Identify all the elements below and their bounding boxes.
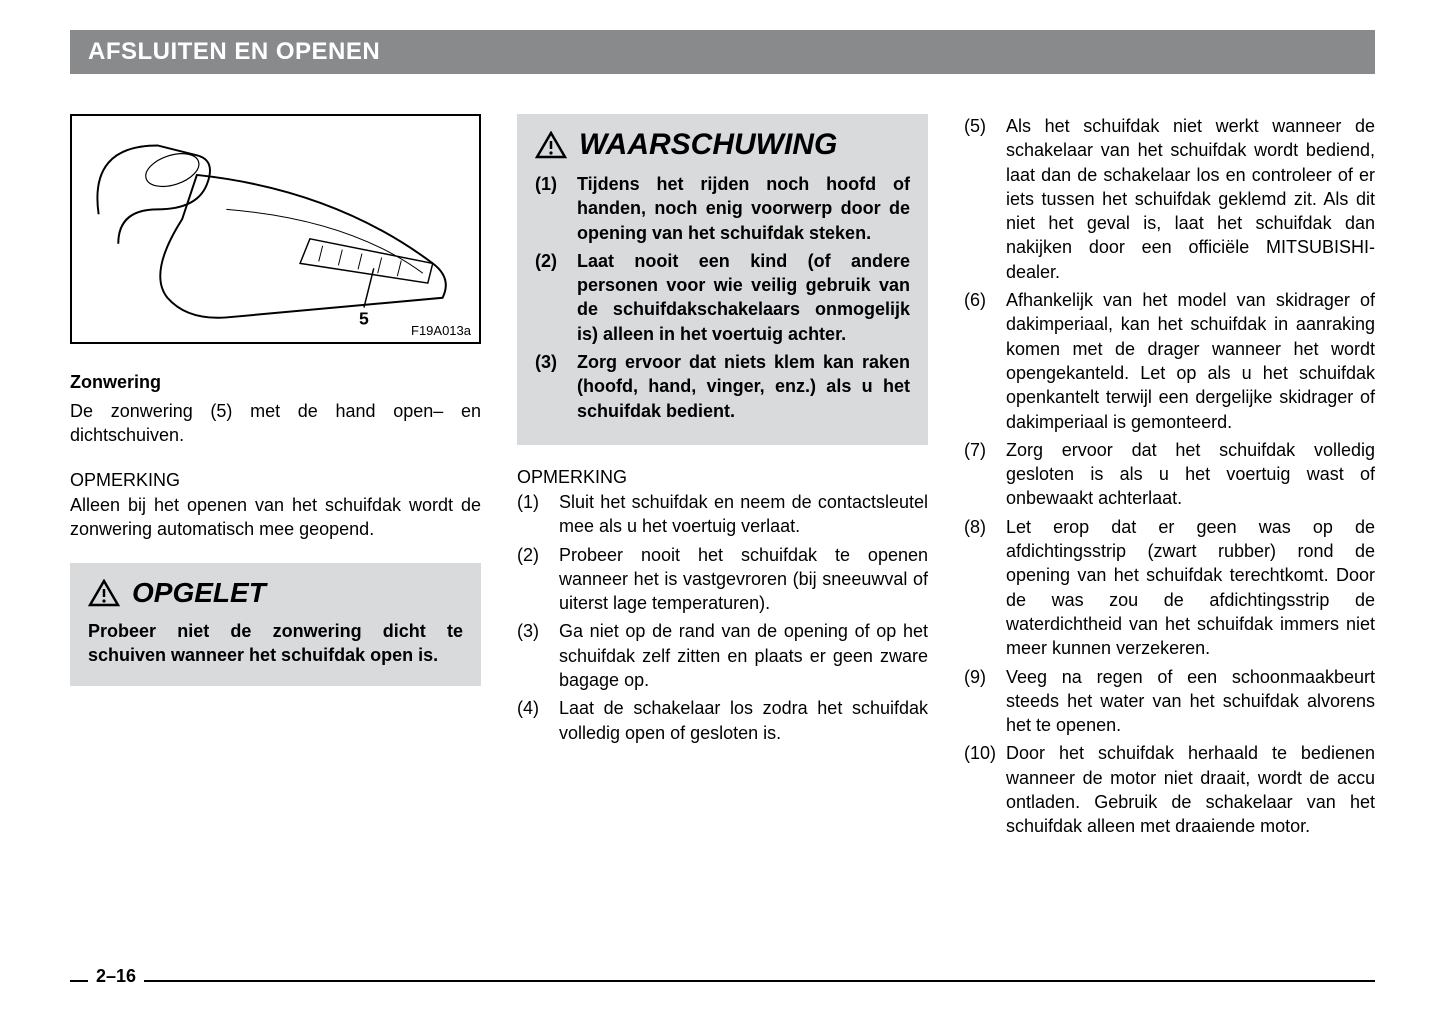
column-1: 5 F19A013a Zonwering De zonwering (5) me… [70, 114, 481, 843]
note-heading-2: OPMERKING [517, 467, 928, 488]
list-item: (8) Let erop dat er geen was op de afdic… [964, 515, 1375, 661]
callout-waarschuwing-title-row: WAARSCHUWING [535, 128, 910, 162]
footer-rule [70, 980, 1375, 982]
item-number: (6) [964, 288, 1006, 434]
list-item: (3) Ga niet op de rand van de opening of… [517, 619, 928, 692]
list-item: (4) Laat de schakelaar los zodra het sch… [517, 696, 928, 745]
section-header: AFSLUITEN EN OPENEN [70, 30, 1375, 74]
item-number: (5) [964, 114, 1006, 284]
list-item: (7) Zorg ervoor dat het schuifdak volled… [964, 438, 1375, 511]
callout-opgelet-text: Probeer niet de zonwering dicht te schui… [88, 619, 463, 668]
item-text: Probeer nooit het schuifdak te openen wa… [559, 543, 928, 616]
list-item: (1) Tijdens het rijden noch hoofd of han… [535, 172, 910, 245]
callout-waarschuwing-body: (1) Tijdens het rijden noch hoofd of han… [535, 172, 910, 423]
list-item: (3) Zorg ervoor dat niets klem kan raken… [535, 350, 910, 423]
page-footer: 2–16 [70, 980, 1375, 986]
item-text: Veeg na regen of een schoonmaakbeurt ste… [1006, 665, 1375, 738]
item-number: (10) [964, 741, 1006, 838]
callout-opgelet-body: Probeer niet de zonwering dicht te schui… [88, 619, 463, 668]
item-text: Tijdens het rijden noch hoofd of handen,… [577, 172, 910, 245]
item-number: (2) [517, 543, 559, 616]
content-columns: 5 F19A013a Zonwering De zonwering (5) me… [70, 114, 1375, 843]
subheading-zonwering: Zonwering [70, 372, 481, 393]
item-number: (1) [535, 172, 577, 245]
item-number: (7) [964, 438, 1006, 511]
item-text: Laat de schakelaar los zodra het schuifd… [559, 696, 928, 745]
callout-waarschuwing-title: WAARSCHUWING [579, 128, 837, 162]
list-item: (6) Afhankelijk van het model van skidra… [964, 288, 1375, 434]
section-title: AFSLUITEN EN OPENEN [88, 38, 380, 65]
item-text: Afhankelijk van het model van skidrager … [1006, 288, 1375, 434]
item-number: (3) [517, 619, 559, 692]
warning-triangle-icon [88, 579, 120, 607]
item-number: (9) [964, 665, 1006, 738]
item-number: (1) [517, 490, 559, 539]
item-text: Ga niet op de rand van de opening of op … [559, 619, 928, 692]
diagram-illustration: 5 [72, 116, 479, 342]
note-list-col3: (5) Als het schuifdak niet werkt wanneer… [964, 114, 1375, 839]
item-text: Door het schuifdak herhaald te bedienen … [1006, 741, 1375, 838]
note-body-1: Alleen bij het openen van het schuifdak … [70, 493, 481, 542]
list-item: (5) Als het schuifdak niet werkt wanneer… [964, 114, 1375, 284]
list-item: (2) Laat nooit een kind (of andere perso… [535, 249, 910, 346]
column-3: (5) Als het schuifdak niet werkt wanneer… [964, 114, 1375, 843]
item-text: Let erop dat er geen was op de afdichtin… [1006, 515, 1375, 661]
diagram-code: F19A013a [411, 323, 471, 338]
note-list-col2: (1) Sluit het schuifdak en neem de conta… [517, 490, 928, 745]
body-zonwering: De zonwering (5) met de hand open– en di… [70, 399, 481, 448]
column-2: WAARSCHUWING (1) Tijdens het rijden noch… [517, 114, 928, 843]
item-number: (4) [517, 696, 559, 745]
diagram-frame: 5 F19A013a [70, 114, 481, 344]
callout-waarschuwing: WAARSCHUWING (1) Tijdens het rijden noch… [517, 114, 928, 445]
item-number: (3) [535, 350, 577, 423]
item-text: Zorg ervoor dat niets klem kan raken (ho… [577, 350, 910, 423]
note-heading-1: OPMERKING [70, 470, 481, 491]
diagram-callout-number: 5 [359, 308, 369, 328]
item-number: (2) [535, 249, 577, 346]
item-text: Laat nooit een kind (of andere personen … [577, 249, 910, 346]
item-text: Als het schuifdak niet werkt wanneer de … [1006, 114, 1375, 284]
list-item: (9) Veeg na regen of een schoonmaakbeurt… [964, 665, 1375, 738]
list-item: (1) Sluit het schuifdak en neem de conta… [517, 490, 928, 539]
callout-opgelet-title: OPGELET [132, 577, 266, 609]
item-number: (8) [964, 515, 1006, 661]
callout-opgelet: OPGELET Probeer niet de zonwering dicht … [70, 563, 481, 686]
callout-opgelet-title-row: OPGELET [88, 577, 463, 609]
item-text: Zorg ervoor dat het schuifdak volledig g… [1006, 438, 1375, 511]
warning-list: (1) Tijdens het rijden noch hoofd of han… [535, 172, 910, 423]
item-text: Sluit het schuifdak en neem de contactsl… [559, 490, 928, 539]
warning-triangle-icon [535, 131, 567, 159]
list-item: (10) Door het schuifdak herhaald te bedi… [964, 741, 1375, 838]
list-item: (2) Probeer nooit het schuifdak te opene… [517, 543, 928, 616]
page-number: 2–16 [88, 966, 144, 987]
